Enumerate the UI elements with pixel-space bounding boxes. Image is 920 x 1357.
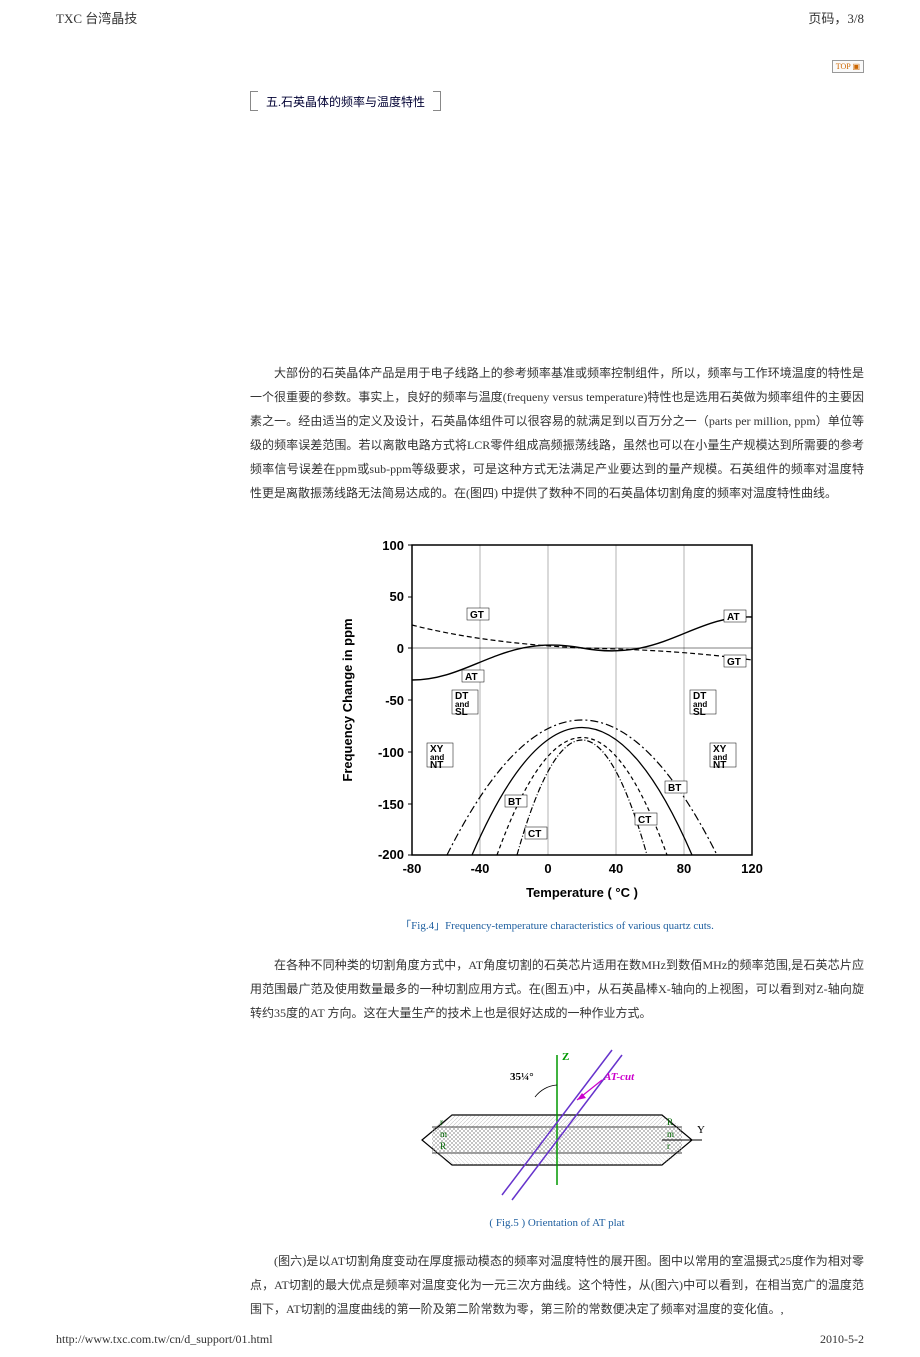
paragraph-3: (图六)是以AT切割角度变动在厚度振动模态的频率对温度特性的展开图。图中以常用的… [250, 1249, 864, 1321]
svg-text:R: R [667, 1117, 673, 1127]
svg-text:0: 0 [544, 861, 551, 876]
svg-text:SL: SL [455, 707, 468, 718]
svg-text:-100: -100 [378, 745, 404, 760]
paragraph-1: 大部份的石英晶体产品是用于电子线路上的参考频率基准或频率控制组件，所以，频率与工… [250, 361, 864, 505]
footer-date: 2010-5-2 [820, 1332, 864, 1347]
svg-text:m: m [440, 1129, 447, 1139]
svg-text:CT: CT [638, 815, 651, 826]
svg-text:80: 80 [677, 861, 691, 876]
svg-text:120: 120 [741, 861, 763, 876]
svg-text:35¼°: 35¼° [510, 1071, 534, 1083]
svg-text:BT: BT [668, 783, 681, 794]
svg-text:NT: NT [430, 760, 443, 771]
svg-text:Temperature ( °C ): Temperature ( °C ) [526, 885, 638, 900]
fig5-diagram: Z Y 35¼° AT-cut r m R R m r [402, 1045, 712, 1205]
svg-text:-200: -200 [378, 847, 404, 862]
section-heading: 五.石英晶体的频率与温度特性 [250, 91, 441, 111]
svg-text:GT: GT [470, 610, 484, 621]
top-badge[interactable]: TOP ▣ [832, 60, 864, 73]
paragraph-2: 在各种不同种类的切割角度方式中，AT角度切割的石英芯片适用在数MHz到数佰MHz… [250, 953, 864, 1025]
bracket-left-icon [250, 91, 258, 111]
svg-text:GT: GT [727, 657, 741, 668]
fig5-caption: ( Fig.5 ) Orientation of AT plat [250, 1217, 864, 1229]
figure-4: 100 50 0 -50 -100 -150 -200 -80 -40 0 40… [250, 525, 864, 933]
svg-text:SL: SL [693, 707, 706, 718]
svg-text:BT: BT [508, 797, 521, 808]
svg-text:AT-cut: AT-cut [603, 1071, 635, 1083]
svg-text:CT: CT [528, 829, 541, 840]
svg-text:Y: Y [697, 1124, 705, 1136]
svg-text:AT: AT [727, 612, 740, 623]
fig4-caption: 「Fig.4」Frequency-temperature characteris… [250, 917, 864, 933]
svg-text:R: R [440, 1141, 446, 1151]
svg-text:-150: -150 [378, 797, 404, 812]
header-page: 页码，3/8 [808, 8, 864, 27]
svg-text:AT: AT [465, 672, 478, 683]
svg-text:m: m [667, 1129, 674, 1139]
svg-text:r: r [667, 1141, 670, 1151]
bracket-right-icon [433, 91, 441, 111]
svg-text:Z: Z [562, 1051, 569, 1063]
fig4-chart: 100 50 0 -50 -100 -150 -200 -80 -40 0 40… [332, 525, 782, 905]
svg-text:NT: NT [713, 760, 726, 771]
svg-text:0: 0 [397, 641, 404, 656]
footer-url: http://www.txc.com.tw/cn/d_support/01.ht… [56, 1332, 273, 1347]
svg-text:100: 100 [382, 538, 404, 553]
svg-text:r: r [440, 1117, 443, 1127]
figure-5: Z Y 35¼° AT-cut r m R R m r ( Fig. [250, 1045, 864, 1229]
svg-text:40: 40 [609, 861, 623, 876]
header-company: TXC 台湾晶技 [56, 8, 137, 27]
svg-text:-50: -50 [385, 693, 404, 708]
svg-text:-80: -80 [403, 861, 422, 876]
svg-text:Frequency Change in ppm: Frequency Change in ppm [340, 618, 355, 781]
section-heading-text: 五.石英晶体的频率与温度特性 [266, 93, 425, 110]
svg-text:50: 50 [390, 589, 404, 604]
svg-text:-40: -40 [471, 861, 490, 876]
